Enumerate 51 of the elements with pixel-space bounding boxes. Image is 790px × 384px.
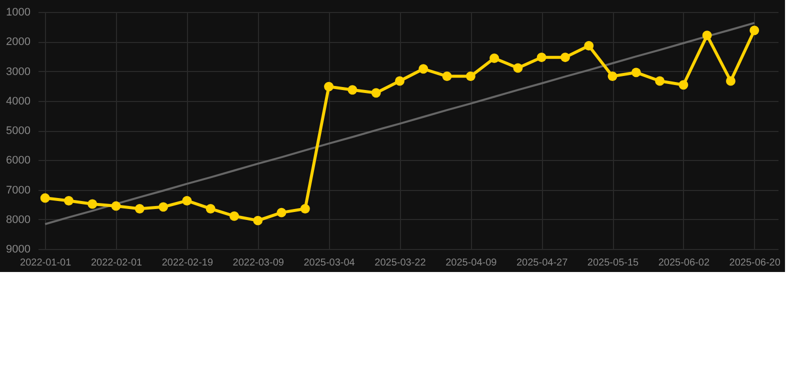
point [88, 199, 98, 209]
point [276, 208, 286, 218]
point [584, 41, 594, 51]
point [678, 80, 688, 90]
x-tick-label: 2022-03-09 [232, 258, 284, 268]
y-tick-label: 1000 [6, 6, 30, 18]
point [513, 63, 523, 73]
point [560, 52, 570, 62]
point [726, 76, 736, 86]
point [418, 64, 428, 74]
x-tick-label: 2025-04-27 [516, 258, 568, 268]
point [64, 196, 74, 206]
point [655, 76, 665, 86]
y-tick-label: 5000 [6, 125, 30, 137]
point [300, 204, 310, 214]
point [490, 53, 500, 63]
x-tick-label: 2022-02-01 [90, 258, 143, 268]
point [111, 201, 121, 211]
x-tick-label: 2025-06-20 [729, 258, 781, 268]
point [702, 30, 712, 40]
point [158, 202, 168, 212]
point [750, 26, 760, 36]
y-tick-label: 9000 [6, 244, 30, 256]
point [40, 193, 50, 203]
point [348, 85, 358, 95]
y-tick-label: 6000 [6, 154, 30, 167]
point [134, 204, 144, 214]
y-tick-label: 8000 [6, 214, 30, 226]
x-tick-label: 2025-04-09 [446, 258, 498, 268]
point [182, 196, 192, 206]
point [229, 211, 239, 221]
point [536, 52, 546, 62]
point [371, 88, 381, 98]
y-tick-label: 2000 [6, 36, 30, 48]
x-tick-label: 2025-06-02 [658, 258, 710, 268]
point [324, 82, 334, 92]
point [442, 72, 452, 82]
point [253, 216, 263, 226]
y-tick-label: 7000 [6, 184, 30, 196]
point [466, 72, 476, 82]
y-tick-label: 4000 [6, 95, 30, 108]
x-tick-label: 2022-01-01 [20, 258, 72, 268]
point [631, 68, 641, 78]
point [608, 72, 618, 82]
x-tick-label: 2025-03-04 [304, 258, 356, 268]
x-tick-label: 2022-02-19 [162, 258, 214, 268]
point [206, 204, 216, 214]
point [394, 76, 404, 86]
x-tick-label: 2025-05-15 [587, 258, 640, 268]
x-tick-label: 2025-03-22 [374, 258, 426, 268]
y-tick-label: 3000 [6, 66, 30, 78]
